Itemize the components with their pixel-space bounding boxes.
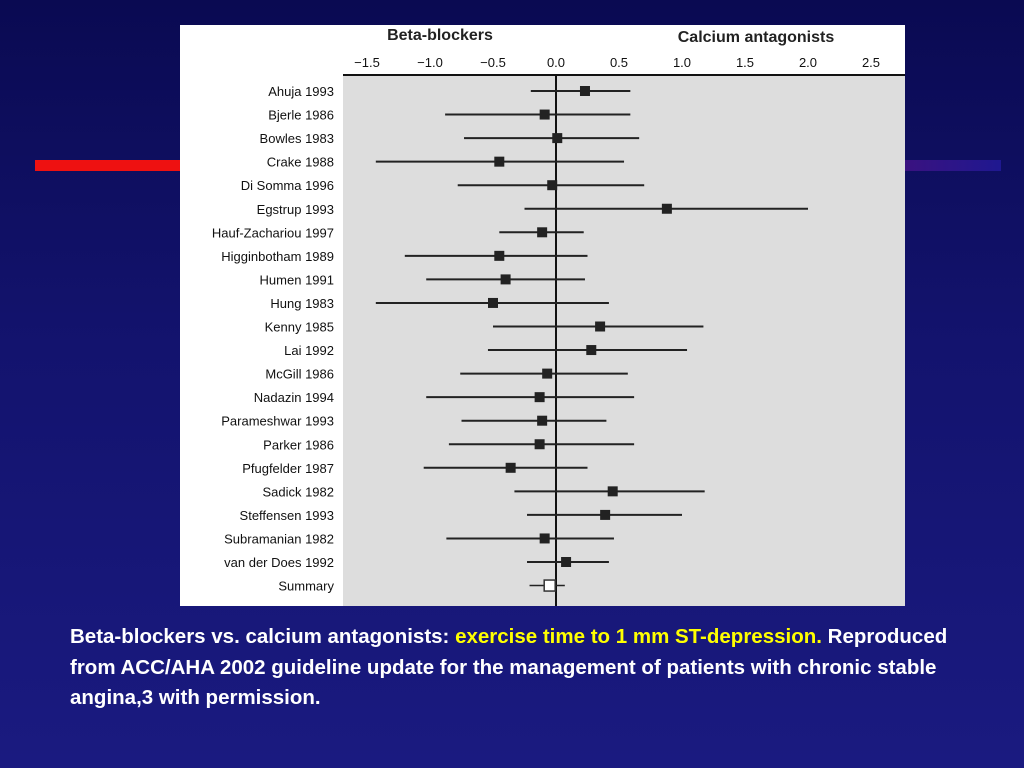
x-tick-label: 0.5 <box>610 55 628 70</box>
study-estimate-marker <box>552 133 563 144</box>
caption-text-rest: Reproduced from ACC/AHA 2002 guideline u… <box>70 625 948 709</box>
study-estimate-marker <box>586 345 597 356</box>
study-estimate-marker <box>595 321 606 332</box>
study-label: McGill 1986 <box>265 367 334 382</box>
study-estimate-marker <box>534 392 545 403</box>
summary-estimate-marker <box>543 579 556 592</box>
study-label: Lai 1992 <box>284 343 334 358</box>
study-estimate-marker <box>494 156 505 167</box>
forest-plot: Beta-blockers Calcium antagonists −1.5 −1.0… <box>212 27 905 606</box>
x-tick-label: 2.5 <box>862 55 880 70</box>
header-calcium-antagonists: Calcium antagonists <box>678 29 835 46</box>
study-estimate-marker <box>505 462 516 473</box>
study-estimate-marker <box>539 109 550 120</box>
plot-area <box>343 75 905 606</box>
summary-label: Summary <box>278 579 334 594</box>
study-estimate-marker <box>500 274 511 285</box>
study-estimate-marker <box>607 486 618 497</box>
study-label: Sadick 1982 <box>262 484 334 499</box>
blue-accent-bar <box>905 160 1001 171</box>
study-label: Pfugfelder 1987 <box>242 461 334 476</box>
study-estimate-marker <box>600 509 611 520</box>
study-label: Parker 1986 <box>263 437 334 452</box>
study-estimate-marker <box>537 415 548 426</box>
forest-plot-figure: Beta-blockers Calcium antagonists −1.5 −1.0… <box>180 25 905 606</box>
study-estimate-marker <box>661 203 672 214</box>
study-estimate-marker <box>561 557 572 567</box>
figure-caption: Beta-blockers vs. calcium antagonists: e… <box>70 622 970 714</box>
caption-text: Beta-blockers vs. calcium antagonists: <box>70 625 456 648</box>
study-estimate-marker <box>494 250 505 261</box>
study-label: Ahuja 1993 <box>268 84 334 99</box>
study-label: Steffensen 1993 <box>240 508 334 523</box>
x-tick-label: 1.5 <box>736 55 754 70</box>
study-label: Nadazin 1994 <box>254 390 334 405</box>
study-estimate-marker <box>488 297 498 308</box>
study-label: Bowles 1983 <box>260 131 334 146</box>
study-label: Bjerle 1986 <box>268 108 334 123</box>
x-tick-label: 2.0 <box>799 55 817 70</box>
study-label: Parameshwar 1993 <box>221 414 334 429</box>
study-estimate-marker <box>542 368 553 379</box>
x-tick-label: 0.0 <box>547 55 565 70</box>
study-estimate-marker <box>547 180 558 191</box>
study-estimate-marker <box>537 227 548 238</box>
study-label: van der Does 1992 <box>224 555 334 570</box>
study-label: Crake 1988 <box>267 155 334 170</box>
study-label: Higginbotham 1989 <box>221 249 334 264</box>
study-label: Subramanian 1982 <box>224 531 334 546</box>
study-estimate-marker <box>539 533 550 544</box>
study-label: Hung 1983 <box>270 296 334 311</box>
study-label: Egstrup 1993 <box>257 202 334 217</box>
study-label: Humen 1991 <box>260 272 334 287</box>
x-tick-label: 1.0 <box>673 55 691 70</box>
study-label: Di Somma 1996 <box>241 178 334 193</box>
study-estimate-marker <box>579 86 590 96</box>
x-tick-label: −1.0 <box>417 55 443 70</box>
caption-highlight: exercise time to 1 mm ST-depression. <box>455 625 822 648</box>
study-label: Hauf-Zachariou 1997 <box>212 225 334 240</box>
study-label: Kenny 1985 <box>265 320 334 335</box>
x-tick-label: −0.5 <box>480 55 506 70</box>
red-accent-bar <box>35 160 181 171</box>
header-beta-blockers: Beta-blockers <box>387 27 493 44</box>
study-estimate-marker <box>534 439 545 450</box>
x-tick-label: −1.5 <box>354 55 380 70</box>
